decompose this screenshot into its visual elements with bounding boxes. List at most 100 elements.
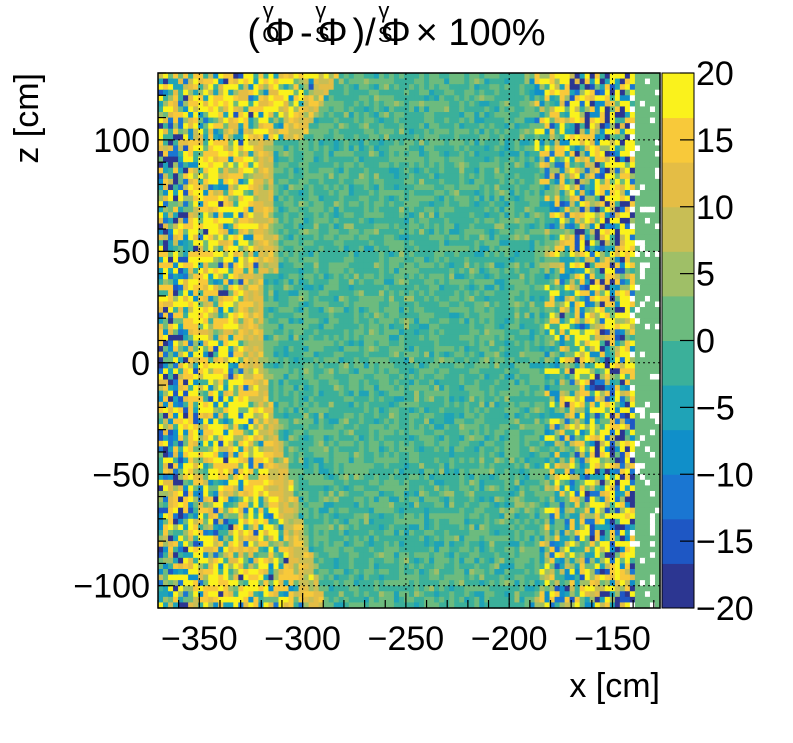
heatmap-cell [333, 223, 340, 230]
heatmap-cell [253, 128, 259, 135]
heatmap-cell [479, 128, 485, 135]
heatmap-cell [338, 73, 345, 80]
heatmap-cell [388, 240, 395, 247]
heatmap-cell [619, 162, 626, 169]
heatmap-cell [494, 329, 500, 336]
heatmap-cell [609, 184, 616, 191]
heatmap-cell [388, 284, 395, 291]
heatmap-cell [323, 284, 330, 291]
heatmap-cell [353, 195, 360, 202]
heatmap-cell [539, 295, 546, 303]
heatmap-cell [654, 156, 661, 163]
heatmap-cell [398, 212, 405, 219]
heatmap-cell [243, 156, 249, 163]
heatmap-cell [639, 73, 646, 80]
heatmap-cell [258, 217, 265, 225]
heatmap-cell [328, 190, 335, 197]
heatmap-cell [233, 301, 239, 308]
heatmap-cell [183, 307, 189, 314]
heatmap-cell [293, 112, 300, 119]
heatmap-cell [424, 145, 430, 152]
heatmap-cell [298, 295, 305, 303]
heatmap-cell [589, 251, 596, 258]
heatmap-cell [479, 78, 485, 85]
heatmap-cell [529, 139, 536, 147]
heatmap-cell [223, 318, 229, 325]
heatmap-cell [388, 139, 395, 147]
heatmap-cell [424, 184, 430, 191]
heatmap-cell [378, 268, 385, 275]
heatmap-cell [599, 245, 606, 252]
heatmap-cell [574, 340, 581, 347]
heatmap-cell [519, 73, 526, 80]
heatmap-cell [233, 162, 239, 169]
heatmap-cell [634, 151, 641, 158]
heatmap-cell [348, 346, 355, 353]
heatmap-cell [429, 279, 435, 286]
heatmap-cell [168, 223, 174, 230]
heatmap-cell [484, 128, 490, 135]
heatmap-cell [584, 178, 591, 186]
heatmap-cell [308, 106, 315, 113]
heatmap-cell [549, 307, 556, 314]
heatmap-cell [524, 295, 531, 303]
heatmap-cell [278, 95, 285, 102]
heatmap-cell [258, 201, 265, 208]
heatmap-cell [544, 106, 551, 113]
heatmap-cell [323, 106, 330, 113]
heatmap-cell [454, 73, 460, 80]
heatmap-cell [298, 117, 305, 124]
heatmap-cell [539, 256, 546, 264]
heatmap-cell [158, 223, 164, 230]
heatmap-cell [208, 284, 214, 291]
heatmap-cell [368, 279, 375, 286]
heatmap-cell [494, 212, 500, 219]
heatmap-cell [338, 134, 345, 141]
heatmap-cell [424, 206, 430, 213]
heatmap-cell [168, 195, 174, 202]
heatmap-cell [238, 323, 244, 330]
heatmap-cell [388, 117, 395, 124]
heatmap-cell [594, 334, 601, 342]
heatmap-cell [519, 346, 526, 353]
heatmap-cell [343, 251, 350, 258]
heatmap-cell [193, 73, 199, 80]
heatmap-cell [469, 329, 475, 336]
heatmap-cell [494, 106, 500, 113]
heatmap-cell [574, 346, 581, 353]
heatmap-cell [208, 340, 214, 347]
heatmap-cell [173, 284, 179, 291]
heatmap-cell [303, 151, 310, 158]
heatmap-cell [649, 73, 656, 80]
heatmap-cell [163, 340, 169, 347]
heatmap-cell [193, 256, 199, 264]
heatmap-cell [203, 139, 209, 147]
heatmap-cell [414, 334, 420, 342]
heatmap-cell [163, 279, 169, 286]
heatmap-cell [368, 162, 375, 169]
heatmap-cell [253, 312, 259, 319]
heatmap-cell [549, 301, 556, 308]
heatmap-cell [318, 273, 325, 280]
heatmap-cell [378, 201, 385, 208]
heatmap-cell [228, 340, 234, 347]
heatmap-cell [253, 117, 259, 124]
heatmap-cell [469, 290, 475, 297]
heatmap-cell [529, 223, 536, 230]
heatmap-cell [178, 173, 184, 180]
heatmap-cell [368, 134, 375, 141]
heatmap-cell [489, 184, 495, 191]
heatmap-cell [449, 117, 455, 124]
heatmap-cell [544, 301, 551, 308]
heatmap-cell [273, 245, 280, 252]
heatmap-cell [619, 301, 626, 308]
heatmap-cell [393, 106, 400, 113]
heatmap-cell [363, 251, 370, 258]
heatmap-cell [479, 284, 485, 291]
heatmap-cell [434, 123, 440, 130]
heatmap-cell [173, 323, 179, 330]
heatmap-cell [574, 223, 581, 230]
heatmap-cell [323, 301, 330, 308]
heatmap-cell [639, 234, 646, 241]
heatmap-cell [574, 212, 581, 219]
